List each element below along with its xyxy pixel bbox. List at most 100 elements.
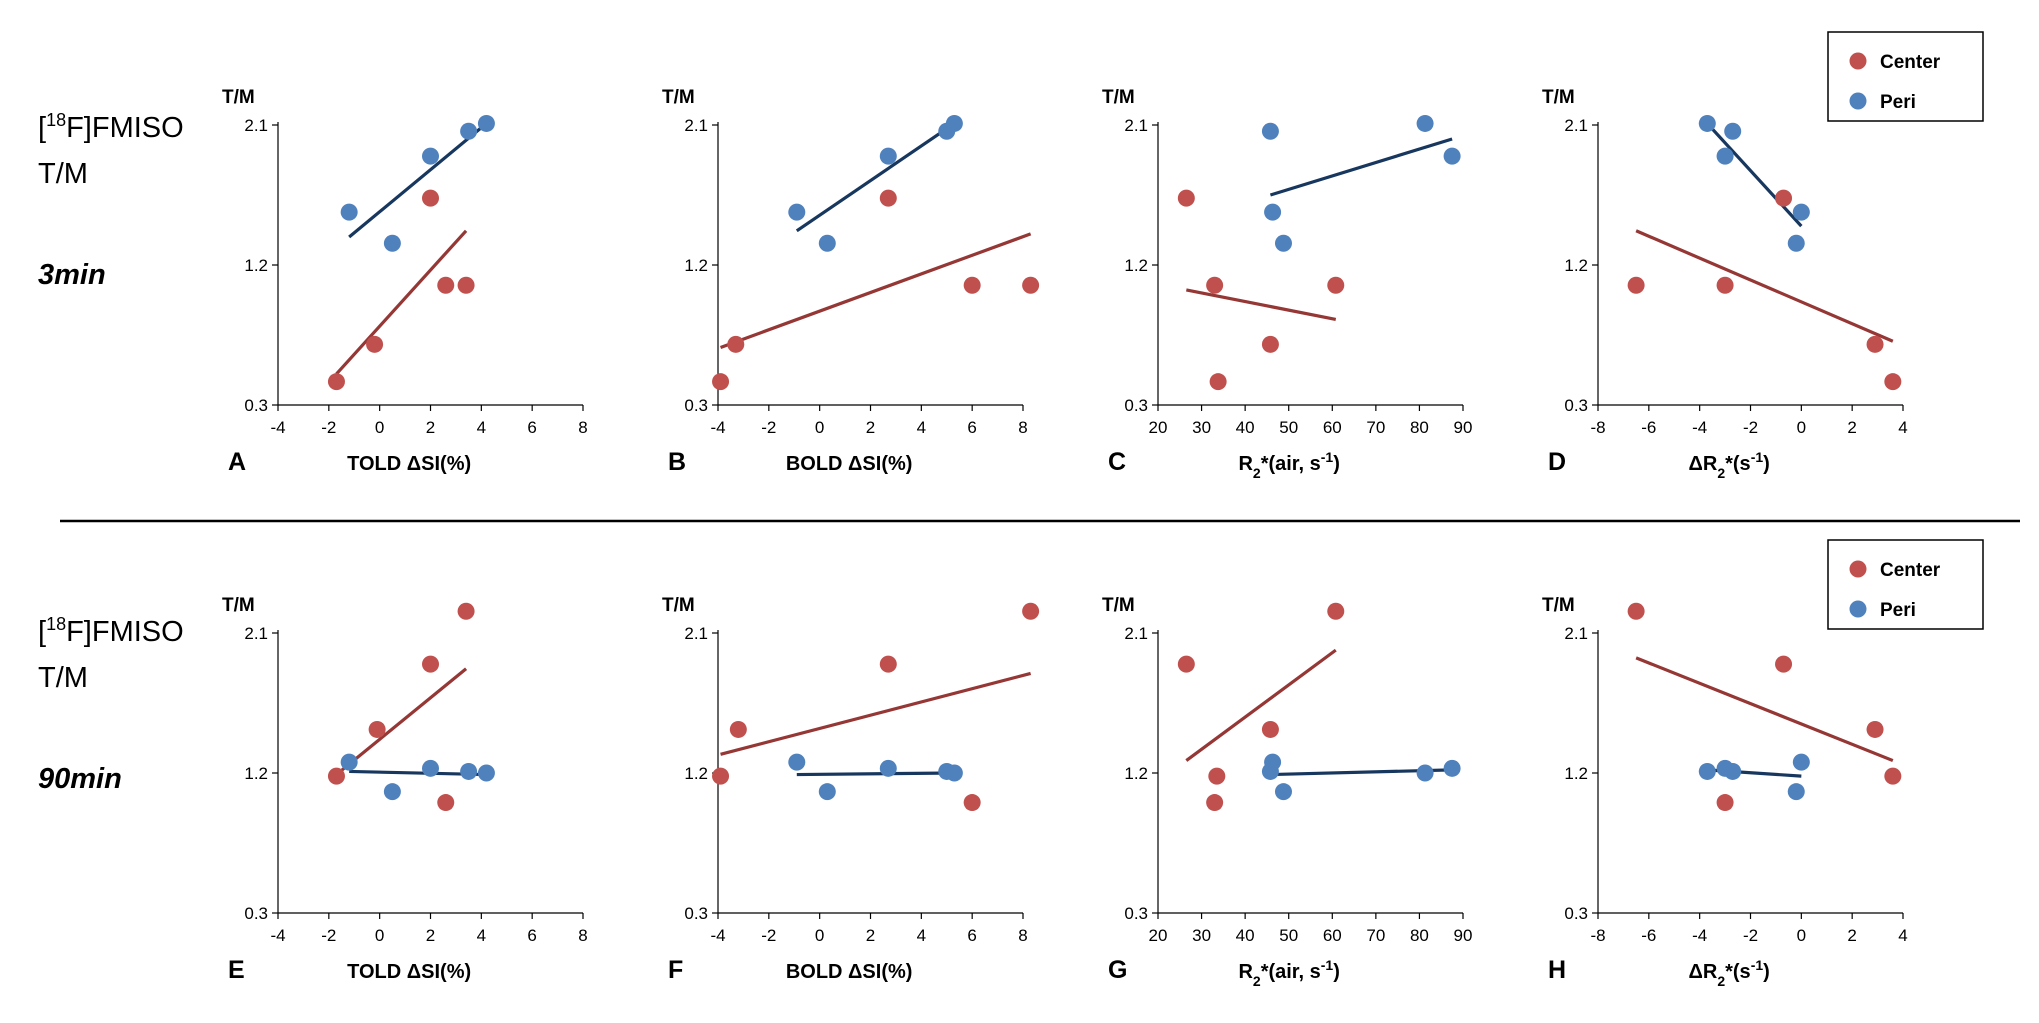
y-tick-label: 2.1: [244, 624, 268, 643]
y-tick-label: 2.1: [684, 116, 708, 135]
x-tick-label: -2: [321, 418, 336, 437]
x-tick-label: 4: [917, 926, 926, 945]
panel-letter: D: [1548, 448, 1566, 476]
data-point-peri: [1264, 203, 1282, 221]
row-label-2: [18F]FMISO T/M 90min: [38, 614, 184, 795]
y-tick-label: 0.3: [1564, 396, 1588, 415]
data-point-center: [1261, 720, 1279, 738]
x-tick-label: 60: [1323, 926, 1342, 945]
data-point-center: [1206, 276, 1224, 294]
x-tick-label: 2: [1847, 418, 1856, 437]
panel-G: 0.3 1.2 2.1 20 30 40 50 60 70 80 90 T/M G R2*(air, s-…: [1102, 595, 1472, 989]
data-point-peri: [1416, 114, 1434, 132]
panel-letter: E: [228, 956, 245, 984]
data-point-peri: [1716, 147, 1734, 165]
x-tick-label: 0: [1797, 926, 1806, 945]
x-tick-label: 2: [866, 926, 875, 945]
x-tick-label: -8: [1590, 418, 1605, 437]
y-axis-title: T/M: [222, 595, 255, 616]
x-tick-label: 0: [1797, 418, 1806, 437]
data-point-center: [1716, 276, 1734, 294]
y-axis-title: T/M: [1542, 87, 1575, 108]
legend-marker-peri: [1849, 600, 1867, 618]
data-point-center: [327, 767, 345, 785]
legend-marker-center: [1849, 52, 1867, 70]
x-axis-title: ΔR2*(s-1): [1688, 957, 1769, 989]
x-tick-label: 8: [578, 926, 587, 945]
y-tick-label: 1.2: [684, 764, 708, 783]
y-tick-label: 0.3: [1124, 904, 1148, 923]
legend-marker-peri: [1849, 92, 1867, 110]
data-point-center: [1866, 720, 1884, 738]
y-tick-label: 2.1: [1564, 624, 1588, 643]
x-tick-label: 8: [578, 418, 587, 437]
panel-letter: H: [1548, 956, 1566, 984]
panel-letter: C: [1108, 448, 1126, 476]
data-point-center: [457, 602, 475, 620]
y-tick-label: 2.1: [684, 624, 708, 643]
x-tick-label: -4: [1692, 926, 1707, 945]
x-tick-label: -2: [1743, 418, 1758, 437]
x-tick-label: 2: [866, 418, 875, 437]
data-point-center: [1022, 602, 1040, 620]
data-point-center: [422, 189, 439, 207]
x-tick-label: 2: [1847, 926, 1856, 945]
x-tick-label: 4: [1898, 418, 1907, 437]
data-point-center: [1261, 335, 1279, 353]
legend-marker-center: [1849, 560, 1867, 578]
x-tick-label: 40: [1236, 418, 1255, 437]
row-tracer-label: [18F]FMISO: [38, 614, 184, 648]
data-point-peri: [1698, 762, 1716, 780]
x-tick-label: 90: [1454, 926, 1473, 945]
y-axis-title: T/M: [1102, 595, 1135, 616]
data-point-peri: [788, 203, 806, 221]
data-point-peri: [422, 147, 439, 165]
x-tick-label: 50: [1279, 926, 1298, 945]
data-point-peri: [945, 114, 963, 132]
y-axis-title: T/M: [662, 87, 695, 108]
data-point-center: [879, 655, 897, 673]
x-tick-label: 20: [1149, 418, 1168, 437]
x-tick-label: 6: [527, 418, 536, 437]
trend-line-center: [1635, 656, 1894, 763]
data-point-center: [1209, 373, 1227, 391]
data-point-peri: [1274, 783, 1292, 801]
data-point-peri: [1792, 203, 1810, 221]
y-tick-label: 1.2: [244, 764, 268, 783]
y-tick-label: 0.3: [684, 904, 708, 923]
data-point-center: [1627, 602, 1645, 620]
data-point-peri: [1787, 783, 1805, 801]
trend-line-center: [1185, 648, 1337, 762]
data-point-peri: [1443, 759, 1461, 777]
x-tick-label: 2: [426, 418, 435, 437]
x-tick-label: 4: [477, 418, 486, 437]
legend: Center Peri: [1827, 31, 1984, 122]
trend-line-peri: [348, 122, 488, 239]
legend: Center Peri: [1827, 539, 1984, 630]
trend-line-center: [720, 671, 1032, 756]
data-point-center: [366, 335, 384, 353]
data-point-peri: [460, 762, 478, 780]
data-point-center: [1327, 602, 1345, 620]
x-tick-label: -2: [761, 926, 776, 945]
x-tick-label: -4: [710, 926, 725, 945]
trend-line-peri: [795, 122, 956, 233]
x-axis-title: BOLD ΔSI(%): [786, 453, 913, 475]
data-point-center: [422, 655, 439, 673]
row-tracer-label: [18F]FMISO: [38, 110, 184, 144]
x-tick-label: 70: [1366, 926, 1385, 945]
legend-label-center: Center: [1880, 560, 1941, 581]
panel-B: 0.3 1.2 2.1 -4 -2 0 2 4 6 8 T/M B BOLD ΔSI(%): [662, 87, 1040, 476]
x-tick-label: -6: [1641, 418, 1656, 437]
x-tick-label: 0: [815, 418, 824, 437]
x-axis-title: BOLD ΔSI(%): [786, 961, 913, 983]
x-tick-label: 0: [375, 926, 384, 945]
data-point-peri: [383, 234, 401, 252]
trend-line-center: [335, 667, 468, 776]
y-tick-label: 1.2: [1124, 764, 1148, 783]
data-point-center: [1177, 189, 1195, 207]
data-point-center: [1716, 794, 1734, 812]
data-point-peri: [818, 783, 836, 801]
data-point-center: [729, 720, 747, 738]
